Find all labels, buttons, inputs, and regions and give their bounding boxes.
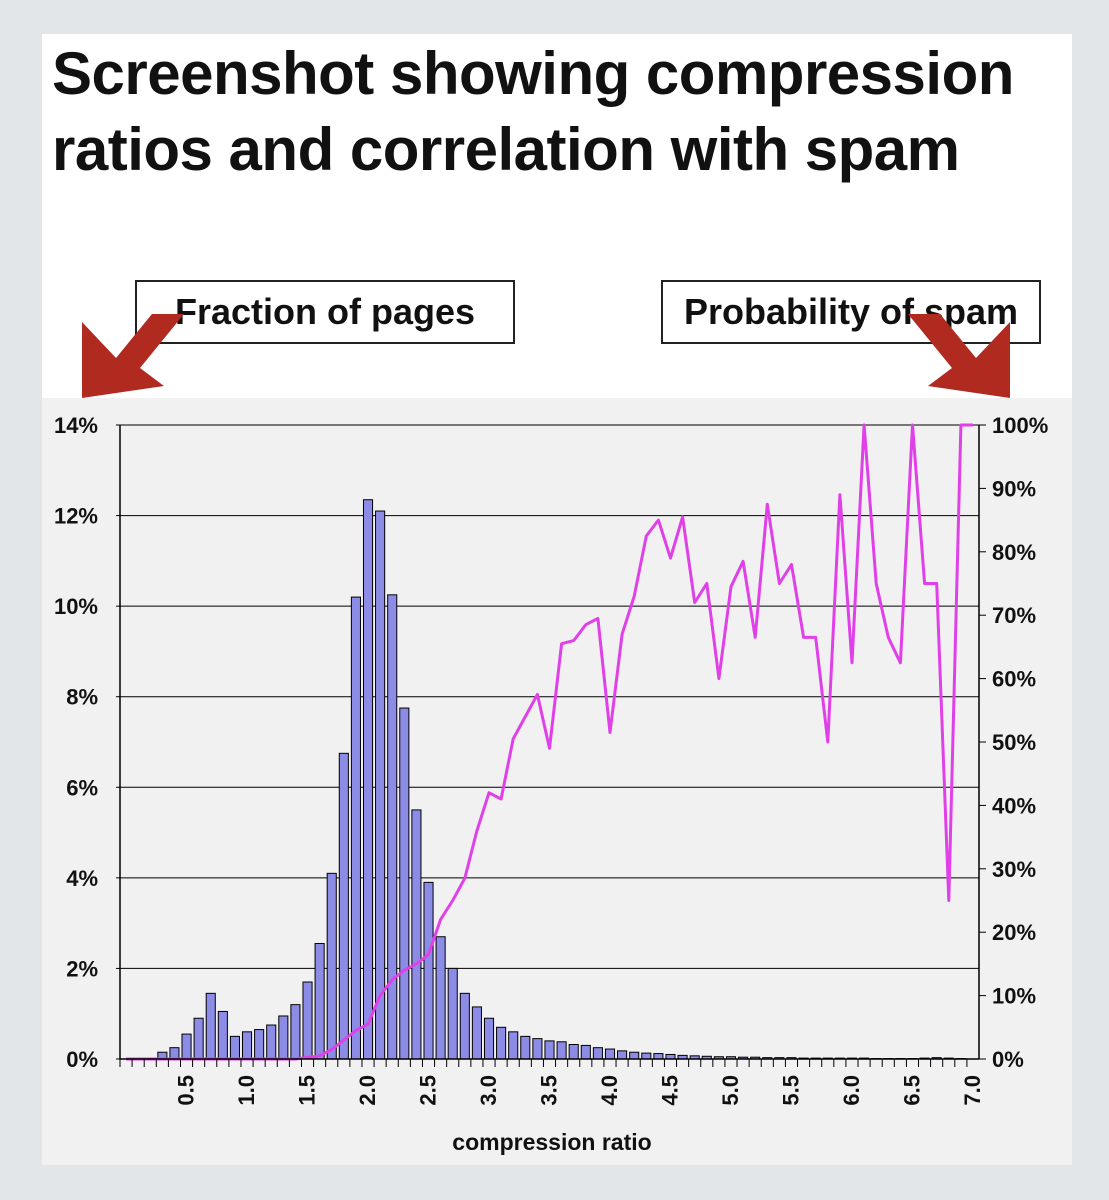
y-left-tick-label: 12% xyxy=(54,504,98,529)
histogram-bar xyxy=(556,1041,567,1060)
histogram-bar xyxy=(653,1053,664,1060)
histogram-bar xyxy=(399,707,410,1060)
compression-ratio-chart: 0% 2% 4% 6% 8% 10% 12% 14% 0% 10% 20% 30% 40% 50% 60% 7… xyxy=(54,413,1048,1155)
histogram-bar xyxy=(604,1048,616,1060)
x-tick-label: 2.0 xyxy=(355,1075,380,1106)
x-tick-label: 1.0 xyxy=(234,1075,259,1106)
histogram-bar xyxy=(314,943,325,1060)
y-right-tick-label: 100% xyxy=(992,413,1048,438)
arrow-down-right-icon xyxy=(908,314,1010,398)
probability-of-spam-label: Probability of spam xyxy=(661,280,1041,344)
histogram-bar xyxy=(617,1050,628,1060)
header-card: Screenshot showing compression ratios an… xyxy=(42,34,1072,398)
histogram-bar xyxy=(508,1031,519,1060)
histogram-bar xyxy=(592,1047,603,1060)
x-tick-label: 6.5 xyxy=(900,1075,925,1106)
histogram-bar xyxy=(290,1004,301,1060)
x-tick-label: 6.0 xyxy=(839,1075,864,1106)
histogram-bar xyxy=(411,809,422,1060)
x-axis-title: compression ratio xyxy=(452,1129,651,1155)
histogram-bar xyxy=(447,967,458,1060)
histogram-bar xyxy=(387,594,398,1060)
histogram-bar xyxy=(496,1026,507,1060)
histogram-bar xyxy=(629,1051,640,1060)
histogram-bar xyxy=(302,981,313,1060)
y-left-tick-label: 6% xyxy=(66,775,98,800)
axes: 0% 2% 4% 6% 8% 10% 12% 14% 0% 10% 20% 30% 40% 50% 60% 7… xyxy=(54,413,1048,1106)
histogram-bar xyxy=(169,1047,180,1060)
histogram-bar xyxy=(217,1010,228,1060)
x-tick-label: 2.5 xyxy=(416,1075,441,1106)
y-right-tick-label: 60% xyxy=(992,667,1036,692)
x-tick-label: 5.5 xyxy=(779,1075,804,1106)
histogram-bar xyxy=(532,1038,543,1060)
histogram-bar xyxy=(375,510,386,1060)
histogram-bar xyxy=(362,499,374,1060)
histogram-bar xyxy=(229,1035,240,1060)
histogram-bar xyxy=(568,1044,579,1060)
y-right-tick-label: 0% xyxy=(992,1047,1024,1072)
histogram-bar xyxy=(205,992,216,1060)
y-right-tick-label: 50% xyxy=(992,730,1036,755)
x-tick-label: 3.5 xyxy=(537,1075,562,1106)
y-left-tick-label: 10% xyxy=(54,594,98,619)
x-tick-label: 7.0 xyxy=(960,1075,985,1106)
x-tick-label: 4.5 xyxy=(658,1075,683,1106)
y-right-tick-label: 80% xyxy=(992,540,1036,565)
spam-probability-line xyxy=(126,423,973,1061)
histogram-bars xyxy=(157,499,966,1060)
y-right-tick-label: 10% xyxy=(992,984,1036,1009)
histogram-bar xyxy=(483,1017,495,1060)
histogram-bar xyxy=(459,992,470,1060)
y-left-tick-label: 14% xyxy=(54,413,98,438)
histogram-bar xyxy=(254,1029,265,1060)
fraction-of-pages-label: Fraction of pages xyxy=(135,280,515,344)
histogram-bar xyxy=(278,1015,289,1060)
y-right-tick-label: 40% xyxy=(992,793,1036,818)
histogram-bar xyxy=(338,752,349,1060)
x-tick-label: 0.5 xyxy=(174,1075,199,1106)
y-left-tick-label: 2% xyxy=(66,956,98,981)
chart-panel: 0% 2% 4% 6% 8% 10% 12% 14% 0% 10% 20% 30% 40% 50% 60% 7… xyxy=(42,398,1072,1165)
arrow-down-left-icon xyxy=(82,314,184,398)
x-tick-label: 4.0 xyxy=(597,1075,622,1106)
y-right-tick-label: 70% xyxy=(992,603,1036,628)
y-left-tick-label: 0% xyxy=(66,1047,98,1072)
histogram-bar xyxy=(544,1040,555,1060)
y-left-tick-label: 4% xyxy=(66,866,98,891)
page-title: Screenshot showing compression ratios an… xyxy=(52,40,1014,183)
x-tick-label: 3.0 xyxy=(476,1075,501,1106)
x-tick-label: 1.5 xyxy=(295,1075,320,1106)
histogram-bar xyxy=(241,1031,253,1060)
histogram-bar xyxy=(435,936,446,1060)
histogram-bar xyxy=(520,1035,531,1060)
histogram-bar xyxy=(641,1052,652,1060)
y-right-tick-label: 20% xyxy=(992,920,1036,945)
histogram-bar xyxy=(580,1044,591,1060)
histogram-bar xyxy=(266,1024,277,1060)
spam-probability-series xyxy=(126,423,973,1061)
histogram-bar xyxy=(193,1017,204,1060)
y-right-tick-label: 30% xyxy=(992,857,1036,882)
histogram-bar xyxy=(326,872,337,1060)
x-tick-label: 5.0 xyxy=(718,1075,743,1106)
histogram-bar xyxy=(471,1006,482,1060)
y-left-tick-label: 8% xyxy=(66,685,98,710)
y-right-tick-label: 90% xyxy=(992,476,1036,501)
histogram-bar xyxy=(423,881,434,1060)
histogram-bar xyxy=(350,596,361,1060)
histogram-bar xyxy=(181,1033,192,1060)
